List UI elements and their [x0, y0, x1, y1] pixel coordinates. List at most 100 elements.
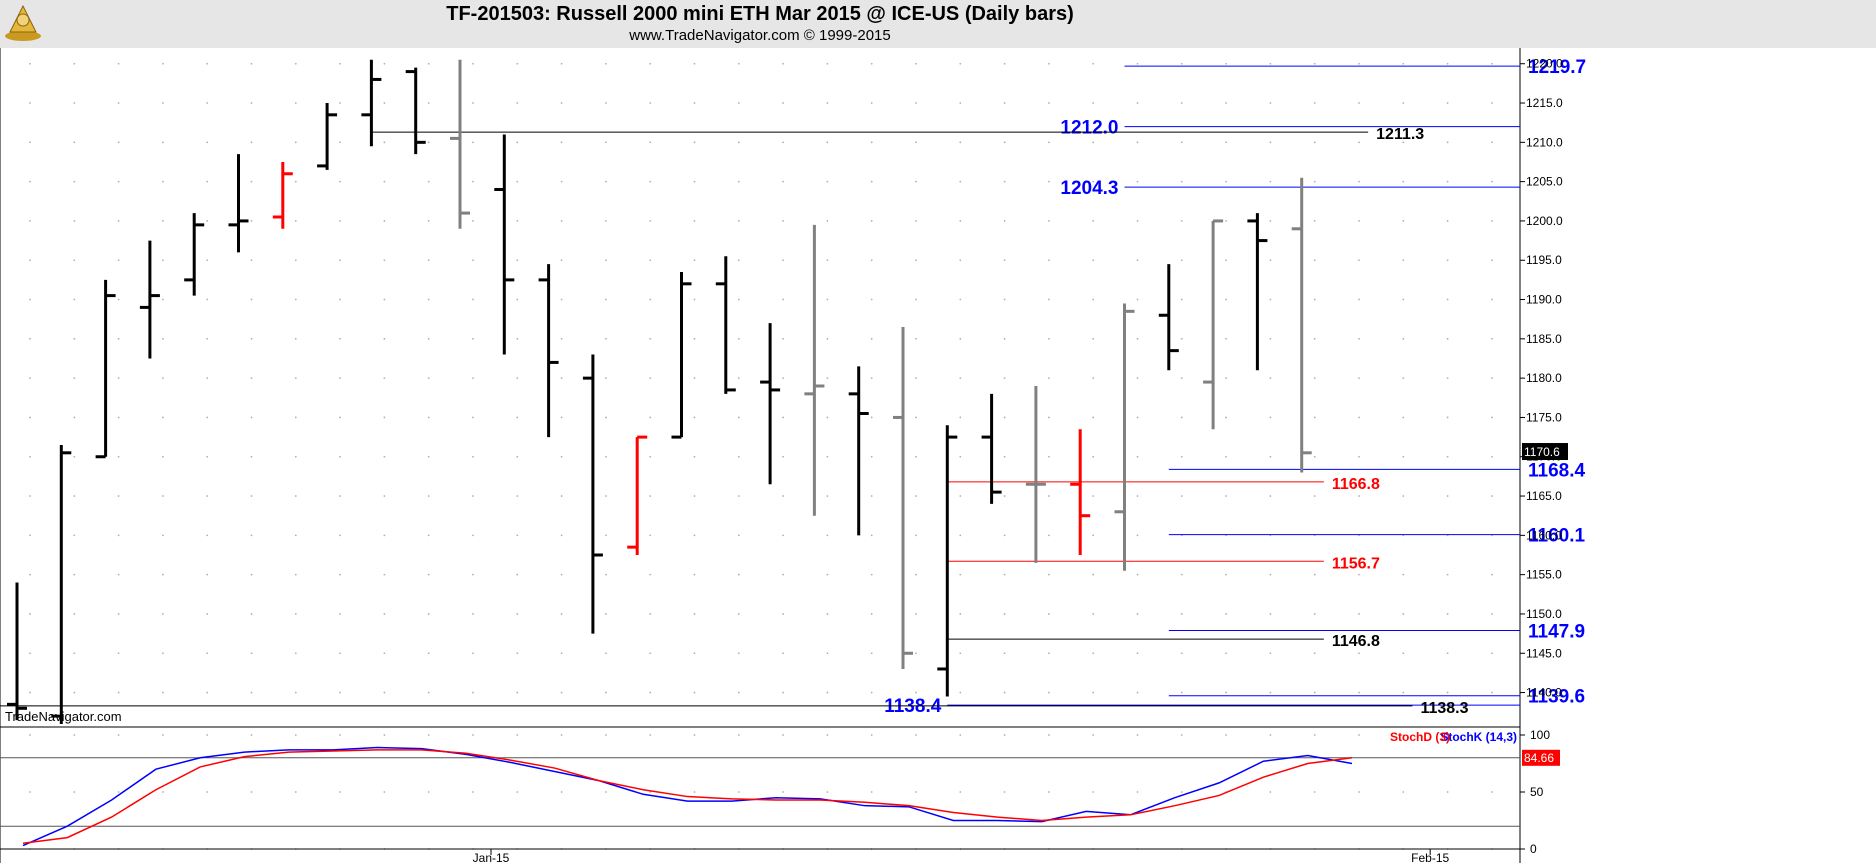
grid-dot: [1358, 652, 1360, 655]
grid-dot: [1180, 455, 1183, 458]
grid-dot: [1313, 180, 1316, 183]
grid-dot: [782, 102, 784, 104]
grid-dot: [472, 652, 474, 655]
grid-dot: [1491, 220, 1493, 222]
grid-dot: [826, 298, 829, 301]
grid-dot: [472, 141, 474, 144]
grid-dot: [782, 416, 784, 419]
ohlc-bar: [184, 213, 205, 296]
osc-grid-dot: [693, 734, 696, 736]
grid-dot: [1225, 337, 1227, 340]
grid-dot: [117, 337, 120, 340]
grid-dot: [1048, 102, 1050, 104]
grid-dot: [1313, 337, 1316, 340]
grid-dot: [1048, 298, 1050, 301]
grid-dot: [250, 534, 253, 537]
grid-dot: [1313, 416, 1316, 419]
grid-dot: [782, 62, 784, 65]
osc-y-tick-label: 50: [1530, 785, 1544, 799]
grid-dot: [959, 141, 962, 144]
osc-grid-dot: [782, 791, 784, 793]
grid-dot: [1136, 573, 1139, 576]
grid-dot: [427, 259, 430, 262]
grid-dot: [560, 141, 563, 144]
grid-dot: [1180, 573, 1183, 576]
grid-dot: [29, 62, 31, 65]
osc-grid-dot: [73, 734, 76, 736]
ohlc-bar: [1291, 177, 1312, 473]
grid-dot: [560, 337, 563, 340]
osc-last-label: 84.66: [1524, 751, 1554, 765]
grid-dot: [870, 220, 873, 222]
grid-dot: [294, 141, 297, 144]
grid-dot: [162, 259, 164, 262]
osc-grid-dot: [516, 734, 519, 736]
grid-dot: [1269, 220, 1272, 222]
grid-dot: [383, 377, 386, 380]
grid-dot: [959, 691, 962, 694]
grid-dot: [870, 455, 873, 458]
osc-grid-dot: [73, 791, 76, 793]
grid-dot: [1180, 613, 1183, 615]
grid-dot: [959, 534, 962, 537]
grid-dot: [383, 416, 386, 419]
grid-dot: [693, 652, 696, 655]
grid-dot: [1446, 180, 1449, 183]
grid-dot: [782, 534, 784, 537]
ohlc-bar: [627, 435, 648, 555]
grid-dot: [294, 573, 297, 576]
grid-dot: [206, 534, 209, 537]
grid-dot: [1136, 259, 1139, 262]
grid-dot: [1003, 259, 1006, 262]
grid-dot: [383, 102, 386, 104]
grid-dot: [383, 337, 386, 340]
grid-dot: [870, 573, 873, 576]
grid-dot: [1003, 455, 1006, 458]
grid-dot: [915, 298, 917, 301]
grid-dot: [693, 377, 696, 380]
osc-legend-label: StochD (3): [1390, 730, 1450, 744]
grid-dot: [294, 180, 297, 183]
grid-dot: [206, 62, 209, 65]
grid-dot: [339, 377, 341, 380]
grid-dot: [870, 691, 873, 694]
x-tick-label: Feb-15: [1411, 851, 1449, 863]
grid-dot: [1402, 377, 1405, 380]
grid-dot: [915, 102, 917, 104]
grid-dot: [162, 298, 164, 301]
osc-grid-dot: [1092, 734, 1095, 736]
grid-dot: [383, 573, 386, 576]
osc-grid-dot: [959, 734, 962, 736]
osc-grid-dot: [1092, 791, 1095, 793]
grid-dot: [649, 691, 652, 694]
grid-dot: [1358, 298, 1360, 301]
grid-dot: [1092, 180, 1095, 183]
grid-dot: [959, 180, 962, 183]
grid-dot: [737, 141, 740, 144]
grid-dot: [250, 455, 253, 458]
grid-dot: [1136, 534, 1139, 537]
grid-dot: [1048, 220, 1050, 222]
grid-dot: [117, 377, 120, 380]
watermark-text: TradeNavigator.com: [5, 709, 122, 724]
grid-dot: [73, 62, 76, 65]
grid-dot: [117, 180, 120, 183]
last-price-box: [1522, 443, 1568, 461]
osc-grid-dot: [1136, 791, 1139, 793]
grid-dot: [383, 62, 386, 65]
osc-grid-dot: [1491, 734, 1493, 736]
grid-dot: [826, 220, 829, 222]
grid-dot: [1269, 62, 1272, 65]
grid-dot: [693, 613, 696, 615]
osc-grid-dot: [915, 734, 917, 736]
grid-dot: [1225, 652, 1227, 655]
grid-dot: [117, 613, 120, 615]
grid-dot: [870, 141, 873, 144]
grid-dot: [649, 416, 652, 419]
grid-dot: [294, 220, 297, 222]
grid-dot: [649, 298, 652, 301]
ohlc-bar: [1025, 386, 1046, 563]
grid-dot: [339, 691, 341, 694]
grid-dot: [1446, 377, 1449, 380]
osc-y-tick-label: 0: [1530, 842, 1537, 856]
